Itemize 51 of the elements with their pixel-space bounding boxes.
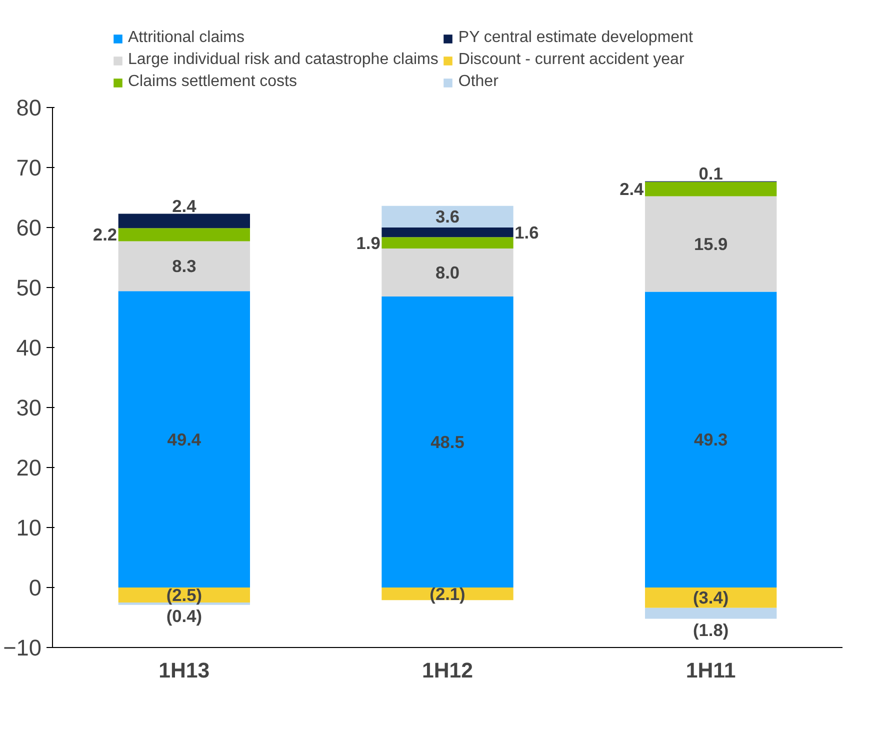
bar [118,228,250,242]
data-label: 8.0 [435,262,460,282]
y-tick-label: 30 [16,394,42,420]
legend-label: Claims settlement costs [128,73,297,91]
y-tick-label: 70 [16,154,42,180]
data-label: (0.4) [166,606,202,626]
y-tick-label: −10 [3,634,42,660]
bar [382,248,514,296]
bar [382,237,514,248]
y-tick-label: 20 [16,454,42,480]
legend-label: Other [458,73,498,91]
bar [382,206,514,228]
data-label: (2.5) [166,585,202,605]
y-tick-label: 10 [16,514,42,540]
data-label: 8.3 [172,256,197,276]
x-tick-label: 1H13 [158,658,210,682]
data-label: 2.4 [620,179,644,200]
x-tick-label: 1H12 [422,658,474,682]
data-label: (3.4) [693,588,729,608]
data-label: 1.6 [514,222,540,242]
bar [645,182,777,196]
data-label: 0.1 [698,164,724,184]
data-label: (2.1) [430,584,466,604]
legend-label: PY central estimate development [458,29,693,47]
bar [382,228,514,238]
data-label: 48.5 [430,432,465,452]
bar [645,292,777,588]
legend-label: Large individual risk and catastrophe claims [128,51,438,69]
y-tick-label: 80 [16,94,42,120]
bar [645,608,777,619]
legend-label: Attritional claims [128,29,244,47]
x-tick-label: 1H11 [686,658,736,682]
y-tick-label: 0 [28,574,42,600]
data-label: 15.9 [694,234,728,254]
data-label: 1.9 [356,232,380,253]
data-label: 49.3 [694,430,728,450]
bar [118,291,250,588]
data-label: (1.8) [693,620,729,640]
data-label: 2.2 [92,224,118,245]
legend-label: Discount - current accident year [458,51,684,69]
data-label: 2.4 [172,196,197,216]
bar [118,214,250,228]
y-tick-label: 50 [16,274,42,300]
bar [645,588,777,608]
y-tick-label: 40 [16,334,42,360]
bar [118,241,250,292]
bar [382,296,514,588]
data-label: 49.4 [167,429,202,450]
y-tick-label: 60 [16,214,42,240]
bar [645,196,777,292]
data-label: 3.6 [435,206,460,227]
